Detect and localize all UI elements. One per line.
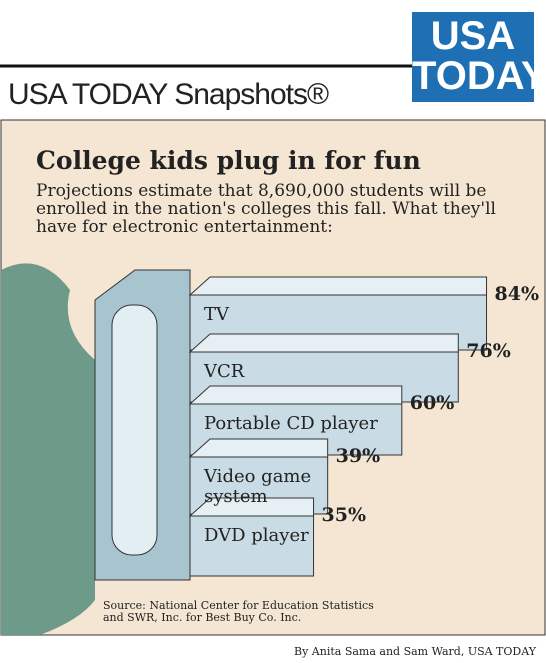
face <box>1 263 95 635</box>
chart-title: College kids plug in for fun <box>36 146 421 175</box>
bar-top <box>188 385 403 405</box>
bar-top <box>188 333 459 353</box>
value-label: 76% <box>466 340 511 362</box>
bar-top <box>188 276 488 296</box>
category-label: DVD player <box>204 525 309 546</box>
category-label: VCR <box>204 361 245 382</box>
bar <box>189 515 315 577</box>
category-label: Portable CD player <box>204 413 378 434</box>
credit: By Anita Sama and Sam Ward, USA TODAY <box>294 645 536 658</box>
logo: USA TODAY. <box>412 12 546 102</box>
bar-top <box>188 438 329 458</box>
value-label: 39% <box>335 445 381 467</box>
category-label: Video game system <box>204 466 312 507</box>
value-label: 84% <box>494 283 540 305</box>
category-label: TV <box>204 304 230 325</box>
subtitle: Projections estimate that 8,690,000 stud… <box>36 181 496 237</box>
screen <box>111 304 158 556</box>
logo-text: TODAY. <box>412 54 546 98</box>
source: Source: National Center for Education St… <box>103 599 374 624</box>
header: USA TODAY Snapshots® <box>8 78 329 111</box>
value-label: 60% <box>409 392 455 414</box>
value-label: 35% <box>321 504 367 526</box>
logo-text: USA <box>430 14 516 58</box>
